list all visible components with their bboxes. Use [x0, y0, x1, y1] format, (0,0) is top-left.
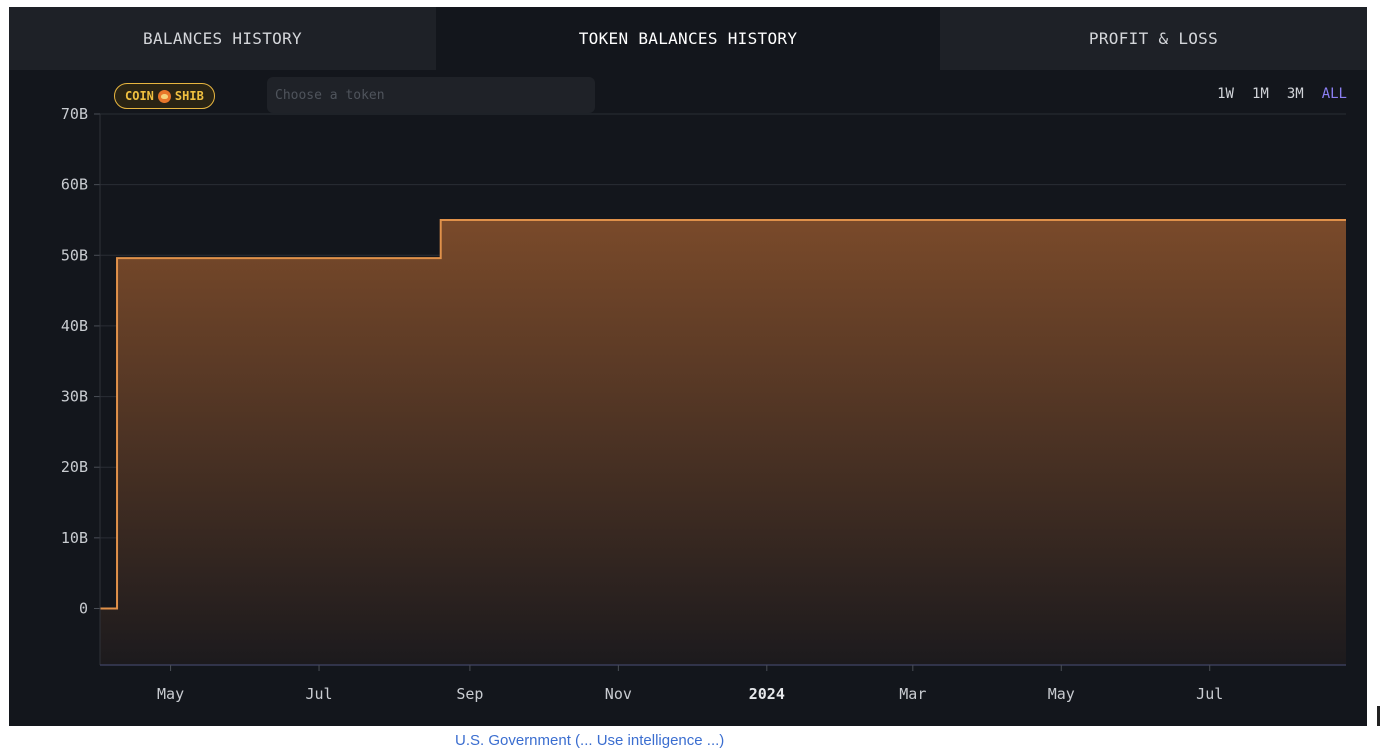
- footer-caption: U.S. Government (... Use intelligence ..…: [455, 732, 725, 749]
- shib-icon: [157, 89, 171, 103]
- x-tick-label: Sep: [456, 685, 483, 703]
- y-axis-ticks: 0 10B 20B 30B 40B 50B 60B 70B: [61, 105, 88, 617]
- x-tick-label: Nov: [605, 685, 632, 703]
- range-1w-button[interactable]: 1W: [1217, 86, 1234, 102]
- tab-balances-history[interactable]: BALANCES HISTORY: [9, 7, 436, 70]
- range-all-button[interactable]: ALL: [1321, 86, 1347, 102]
- text-cursor: [1377, 706, 1380, 726]
- x-tick-label: May: [157, 685, 184, 703]
- y-tick-label: 40B: [61, 317, 88, 335]
- y-tick-label: 20B: [61, 458, 88, 476]
- y-tick-label: 70B: [61, 105, 88, 123]
- range-1m-button[interactable]: 1M: [1251, 86, 1269, 102]
- x-tick-label: May: [1048, 685, 1075, 703]
- x-tick-label: 2024: [749, 685, 785, 703]
- y-tick-label: 60B: [61, 176, 88, 194]
- y-tick-label: 10B: [61, 529, 88, 547]
- x-tick-label: Jul: [305, 685, 332, 703]
- x-tick-label: Jul: [1196, 685, 1223, 703]
- y-tick-label: 50B: [61, 246, 88, 264]
- token-balances-widget: BALANCES HISTORY TOKEN BALANCES HISTORY …: [9, 7, 1367, 726]
- selected-token-chip[interactable]: COIN SHIB: [114, 83, 215, 109]
- y-tick-label: 0: [79, 599, 88, 617]
- range-3m-button[interactable]: 3M: [1286, 86, 1304, 102]
- balance-line: [100, 218, 1346, 610]
- token-symbol: SHIB: [174, 89, 204, 103]
- coin-label: COIN: [125, 89, 154, 103]
- x-tick-label: Mar: [899, 685, 926, 703]
- y-tick-label: 30B: [61, 388, 88, 406]
- history-tabs: BALANCES HISTORY TOKEN BALANCES HISTORY …: [9, 7, 1367, 70]
- area-layer: [100, 218, 1346, 665]
- tab-profit-loss[interactable]: PROFIT & LOSS: [940, 7, 1367, 70]
- time-range-selector: 1W 1M 3M ALL: [1217, 86, 1347, 102]
- axis-layer: [99, 114, 1346, 666]
- x-axis-ticks: May Jul Sep Nov 2024 Mar May Jul: [157, 665, 1223, 703]
- balance-area-fill: [100, 219, 1346, 665]
- tab-token-balances-history[interactable]: TOKEN BALANCES HISTORY: [436, 7, 940, 70]
- token-search-input[interactable]: [267, 77, 595, 113]
